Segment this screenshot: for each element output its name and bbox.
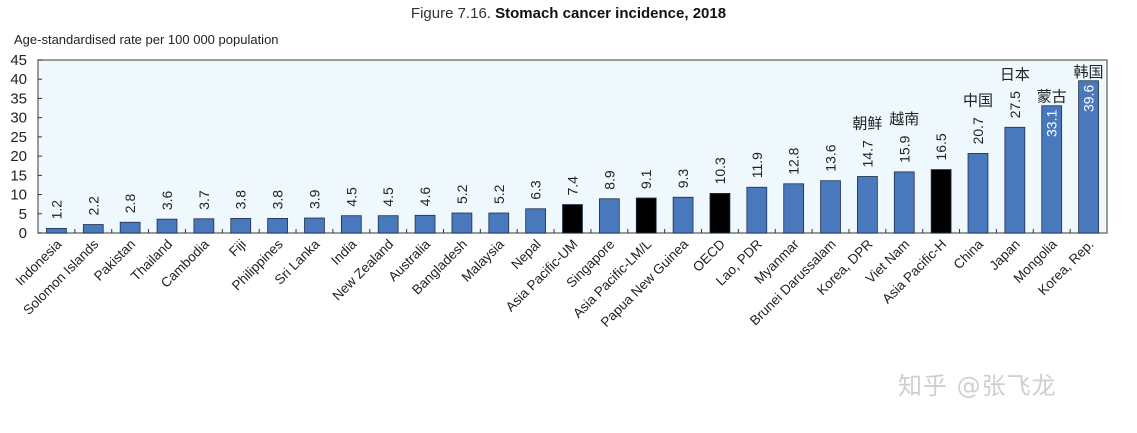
bar [230,217,252,234]
bar [377,215,399,234]
annotation-label: 蒙古 [1037,88,1067,106]
data-label: 7.4 [565,176,581,196]
bar [857,176,878,234]
data-label: 16.5 [933,133,949,160]
annotation-label: 越南 [889,110,919,128]
x-tick-label: Fiji [226,237,249,260]
data-label: 14.7 [859,140,875,167]
bar [635,197,657,234]
data-label: 3.8 [270,190,286,210]
bar [1078,80,1099,234]
x-tick-label: Asia Pacific-H [879,237,949,307]
figure-title-text: Stomach cancer incidence, 2018 [495,5,727,22]
bar [451,212,473,234]
y-tick-label: 20 [10,148,27,165]
bar [267,217,288,234]
data-label: 9.1 [638,169,654,189]
data-label: 39.6 [1081,85,1097,112]
data-label: 13.6 [823,144,839,171]
y-axis-label: Age-standardised rate per 100 000 popula… [14,32,279,47]
data-label: 3.9 [306,189,322,209]
bar [46,227,67,234]
y-tick-label: 40 [10,71,27,88]
x-tick-label: China [951,236,987,272]
bar [414,214,436,234]
data-label: 9.3 [675,169,691,189]
data-label: 3.7 [196,190,212,210]
data-label: 4.5 [343,187,359,207]
data-label: 5.2 [491,184,507,204]
bar [1004,126,1026,234]
bar [930,169,952,234]
y-tick-label: 25 [10,129,27,146]
x-tick-label: India [328,236,360,268]
bar [304,217,325,234]
y-tick-label: 10 [10,187,27,204]
bar [709,193,731,234]
data-label: 8.9 [601,170,617,190]
bar [562,204,583,234]
y-tick-label: 30 [10,110,27,127]
data-label: 3.8 [233,190,249,210]
data-label: 27.5 [1007,91,1023,118]
data-label: 12.8 [786,147,802,174]
annotation-label: 日本 [1000,65,1030,83]
data-label: 33.1 [1044,110,1060,137]
data-label: 10.3 [712,157,728,184]
data-label: 3.6 [159,190,175,210]
bar [599,198,620,234]
data-label: 15.9 [896,135,912,162]
annotation-label: 朝鲜 [852,114,882,132]
watermark: 知乎 @张飞龙 [898,372,1057,400]
bar [193,218,215,234]
bar [119,221,141,234]
data-label: 4.5 [380,187,396,207]
bar [893,171,915,234]
bar [488,212,510,234]
y-tick-label: 0 [19,225,27,242]
data-label: 2.8 [122,194,138,214]
data-label: 5.2 [454,184,470,204]
annotation-label: 中国 [963,91,993,109]
bar [1041,105,1063,234]
data-label: 4.6 [417,187,433,207]
bar [340,215,362,234]
bar [820,180,841,234]
bar [82,224,104,234]
data-label: 6.3 [528,180,544,200]
annotation-label: 韩国 [1074,63,1104,81]
bar [525,208,546,234]
bar [967,153,989,234]
bar [746,186,768,234]
bar [783,183,805,234]
data-label: 20.7 [970,117,986,144]
bar [156,218,178,234]
y-tick-label: 45 [10,52,27,69]
figure-number: Figure 7.16. [410,5,491,22]
bar [672,196,694,234]
y-tick-label: 35 [10,90,27,107]
figure-title: Figure 7.16. Stomach cancer incidence, 2… [0,5,1137,22]
data-label: 2.2 [85,196,101,216]
y-tick-label: 15 [10,167,27,184]
y-tick-label: 5 [19,206,27,223]
data-label: 11.9 [749,152,765,178]
data-label: 1.2 [48,200,64,220]
